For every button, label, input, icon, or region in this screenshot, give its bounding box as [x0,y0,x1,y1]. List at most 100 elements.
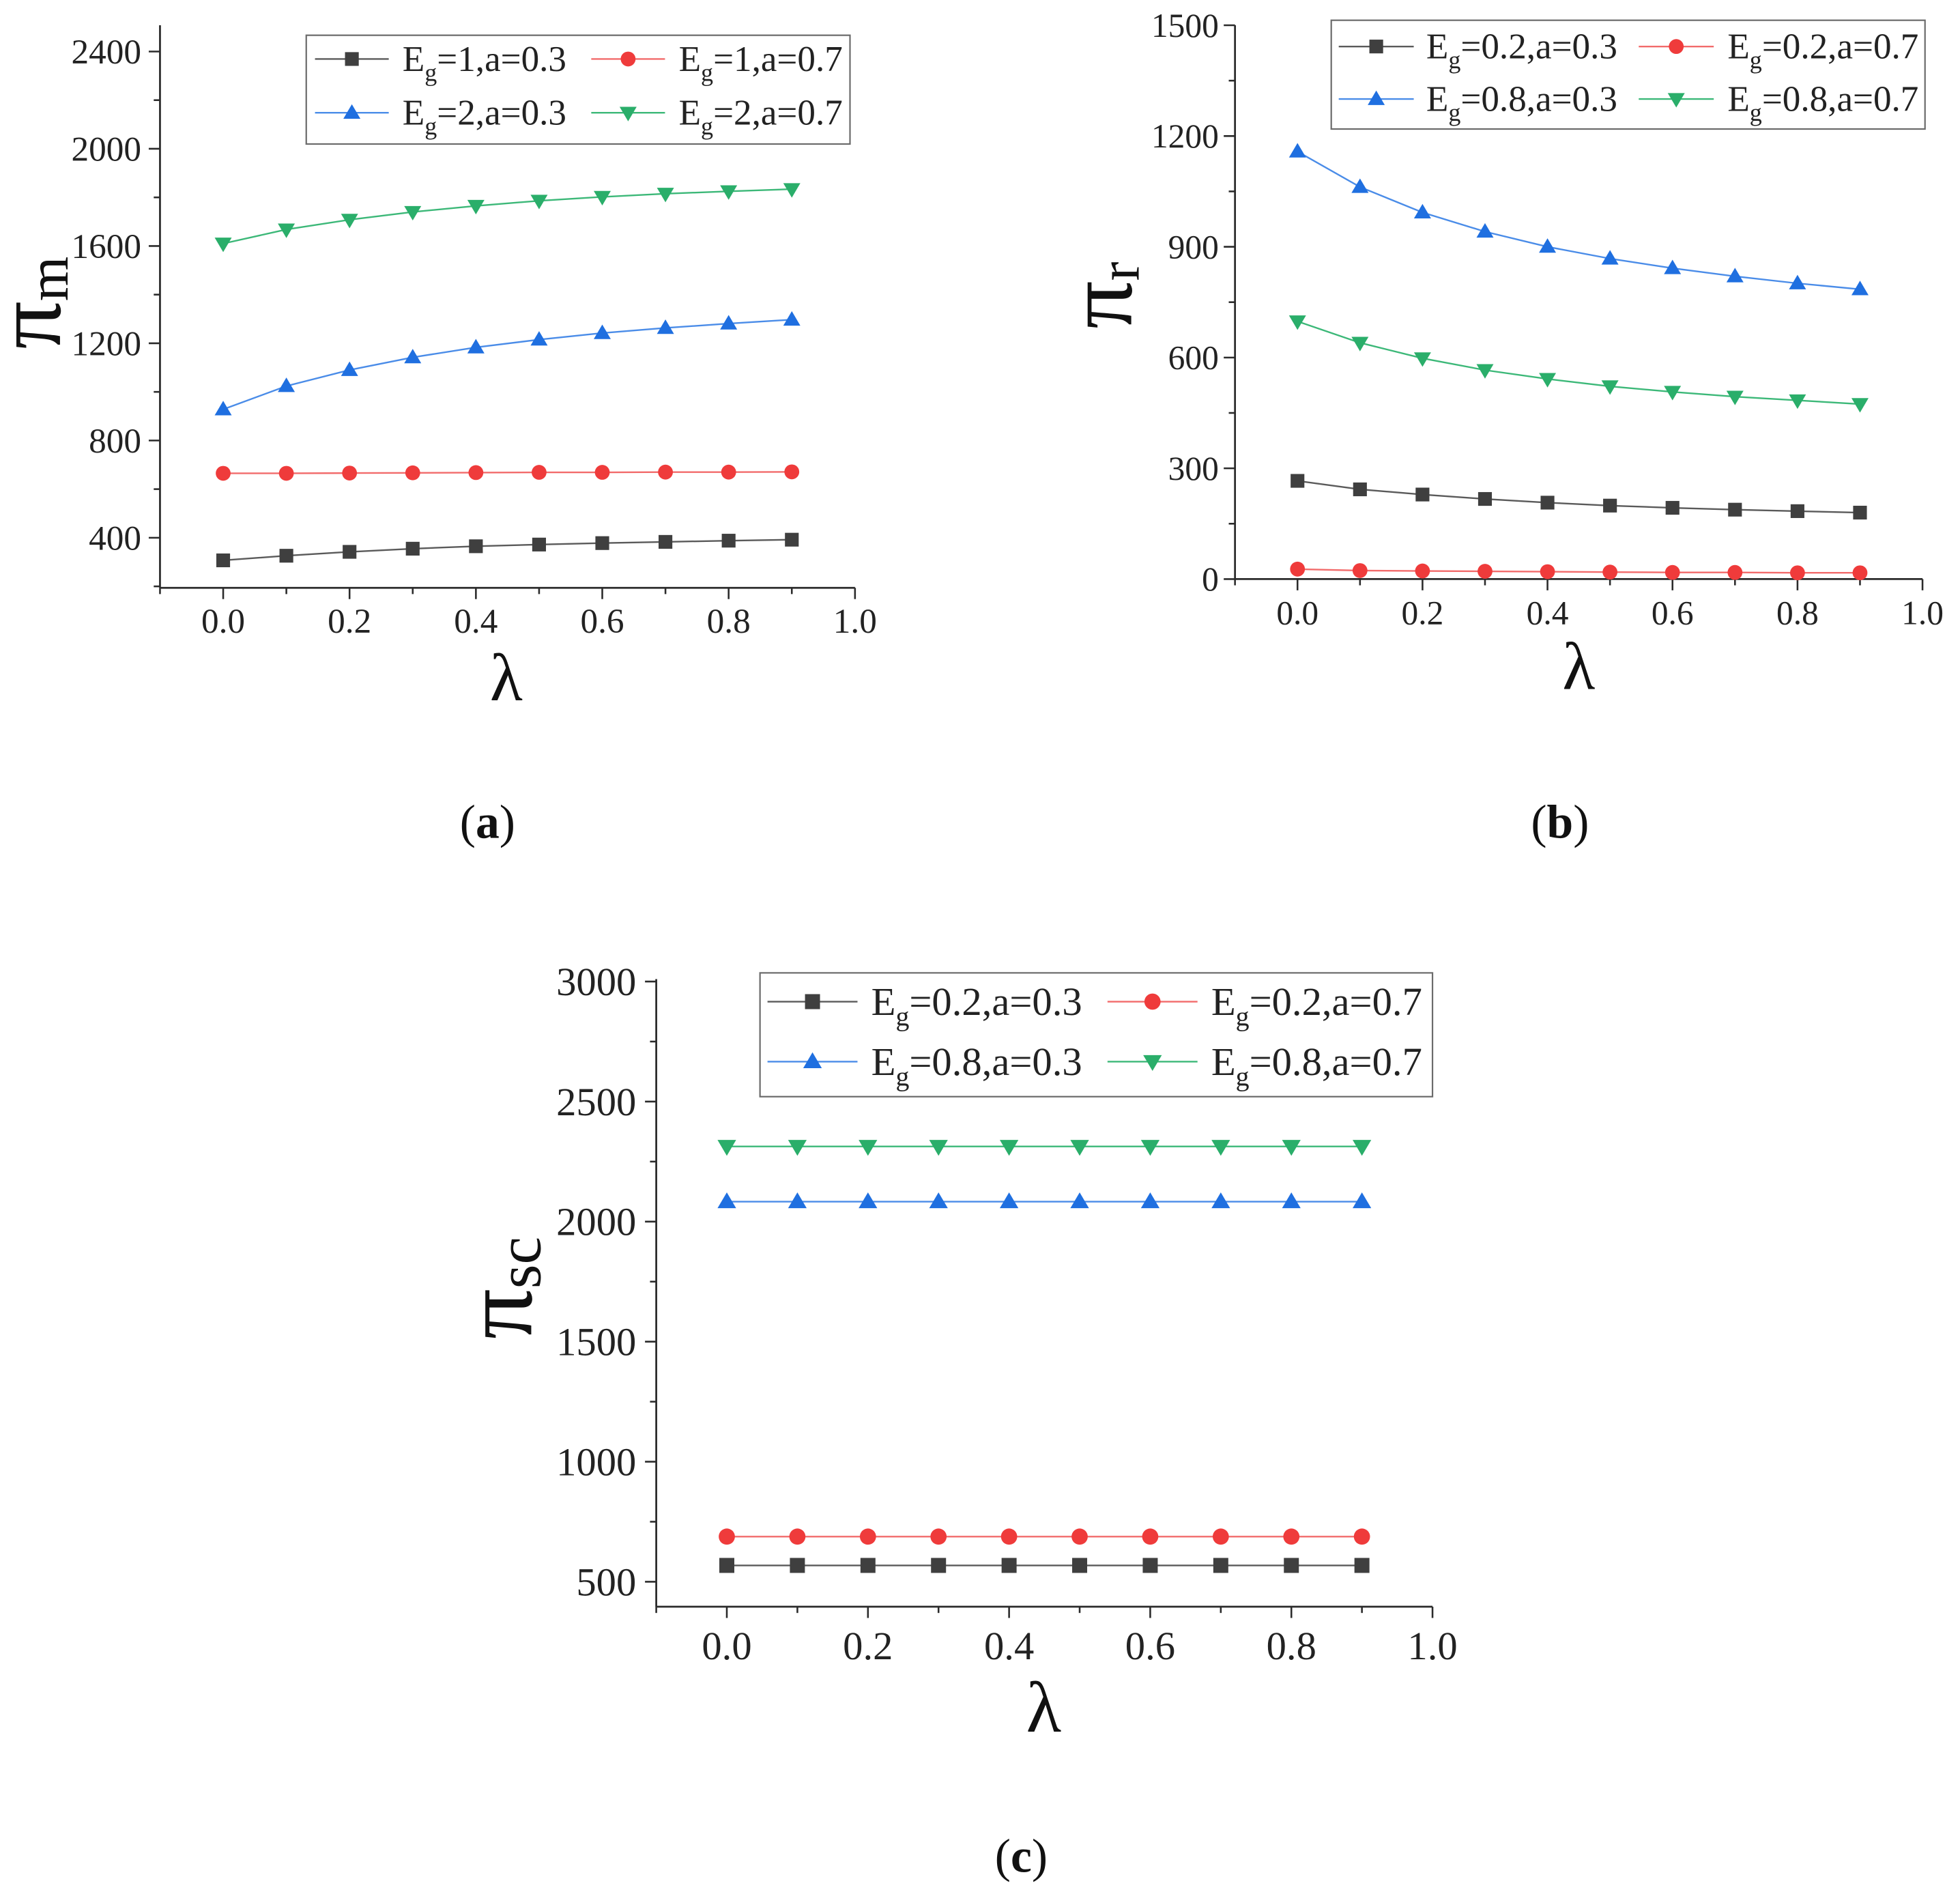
data-point-marker [1140,1140,1160,1156]
legend-label-subscript: g [1236,1001,1250,1032]
x-tick-label: 0.0 [201,602,245,641]
legend: Eg=0.2,a=0.3 Eg=0.2,a=0.7Eg=0.8,a=0.3 Eg=0… [1330,19,1926,130]
x-axis-label: λ [490,641,523,715]
legend-label-tail: =0.8,a=0.7 [1250,1040,1422,1084]
data-point-marker [279,549,293,563]
data-point-marker [1726,268,1744,283]
series-3 [1288,143,1869,296]
data-point-marker [1790,504,1804,518]
legend-marker-swatch [1144,993,1161,1010]
data-point-marker [658,464,673,480]
data-point-marker [719,1558,735,1573]
legend: Eg=0.2,a=0.3 Eg=0.2,a=0.7Eg=0.8,a=0.3 Eg=0… [759,972,1434,1098]
data-point-marker [790,1558,805,1573]
legend-label-tail: =2,a=0.3 [437,94,566,133]
legend-label-subscript: g [1448,46,1460,74]
data-point-marker [341,361,358,376]
legend-entry: Eg=0.2,a=0.7 [1107,979,1422,1032]
data-point-marker [929,1192,948,1209]
series-1 [216,532,799,568]
data-point-marker [594,324,611,339]
x-tick-label: 0.8 [1267,1624,1316,1668]
legend-label-tail: =0.2,a=0.7 [1250,979,1422,1024]
data-point-marker [278,223,296,238]
data-point-marker [1789,274,1806,289]
series-line [1297,320,1860,405]
legend-box [305,34,851,145]
legend-label: Eg=0.2,a=0.3 [1426,27,1617,74]
legend-label-subscript: g [424,59,437,86]
data-point-marker [216,553,231,568]
data-point-marker [1727,564,1743,580]
y-axis-label-symbol: π [0,301,81,349]
legend-marker-swatch [1667,93,1685,108]
legend-label-subscript: g [424,113,437,140]
y-tick-label: 1500 [1151,7,1219,44]
x-axis-label: λ [1026,1667,1062,1747]
data-point-marker [594,465,610,480]
x-tick-label: 0.2 [328,602,371,641]
data-point-marker [1142,1558,1158,1573]
y-tick-label: 2400 [71,33,141,72]
x-axis-label: λ [1562,630,1595,704]
legend-entry: Eg=0.2,a=0.3 [767,979,1082,1032]
y-tick-label: 1000 [556,1439,636,1484]
data-point-marker [1211,1192,1230,1209]
x-tick-label: 0.4 [454,602,498,641]
x-tick-label: 1.0 [1407,1624,1457,1668]
x-tick-label: 0.0 [702,1624,751,1668]
y-tick-label: 2500 [556,1080,636,1124]
legend-label-subscript: g [701,59,713,86]
data-point-marker [657,319,674,334]
legend-label-base: E [1211,979,1236,1024]
legend-entry: Eg=0.8,a=0.7 [1107,1040,1422,1092]
data-point-marker [1853,505,1867,520]
legend-label-tail: =0.2,a=0.3 [1460,27,1617,67]
x-tick-label: 0.2 [843,1624,893,1668]
legend-marker-swatch [619,106,637,121]
legend-label: Eg=0.2,a=0.7 [1727,27,1918,74]
y-tick-label: 1200 [71,324,141,363]
data-point-marker [1070,1140,1089,1156]
data-point-marker [404,349,422,364]
legend-entry: Eg=1,a=0.3 [315,40,566,86]
data-point-marker [1001,1558,1017,1573]
x-tick-label: 0.0 [1276,594,1318,631]
series-line [222,188,792,245]
data-point-marker [659,534,673,549]
legend-entry: Eg=1,a=0.7 [591,40,843,86]
y-axis-label-subscript: sc [484,1237,553,1289]
legend-label: Eg=2,a=0.3 [403,94,566,140]
legend-label-subscript: g [701,113,713,140]
data-point-marker [404,205,422,221]
data-point-marker [720,185,738,200]
legend-marker-swatch [1369,40,1383,54]
data-point-marker [1282,1192,1301,1209]
data-point-marker [595,536,609,550]
data-point-marker [1664,386,1682,401]
data-point-marker [1291,474,1305,488]
data-point-marker [1290,561,1306,577]
legend-entry: Eg=2,a=0.7 [591,94,843,140]
legend-marker-swatch [803,1052,822,1068]
plot-area [1288,143,1869,581]
panel-label-close: ) [500,797,515,849]
series-4 [214,183,801,253]
data-point-marker [532,537,547,551]
data-point-marker [1478,564,1493,579]
legend-entry: Eg=0.8,a=0.3 [1338,80,1617,126]
data-point-marker [999,1140,1019,1156]
legend-label-subscript: g [1750,46,1762,74]
data-point-marker [859,1192,878,1209]
data-point-marker [1352,563,1368,578]
legend-label-tail: =0.2,a=0.7 [1762,27,1919,67]
data-point-marker [1413,352,1431,367]
panel-b: 0.0 0.2 0.4 0.6 0.8 1.0030060090012001500Eg=0… [1048,7,1944,849]
panel-label-letter: c [1011,1830,1032,1882]
axes: 0.0 0.2 0.4 0.6 0.8 1.0 400 800 1200 1600 2000 2400 [71,25,877,641]
x-tick-label: 0.8 [707,602,751,641]
y-tick-label: 600 [1168,339,1219,377]
data-point-marker [1478,491,1493,506]
legend-label-base: E [679,94,701,133]
